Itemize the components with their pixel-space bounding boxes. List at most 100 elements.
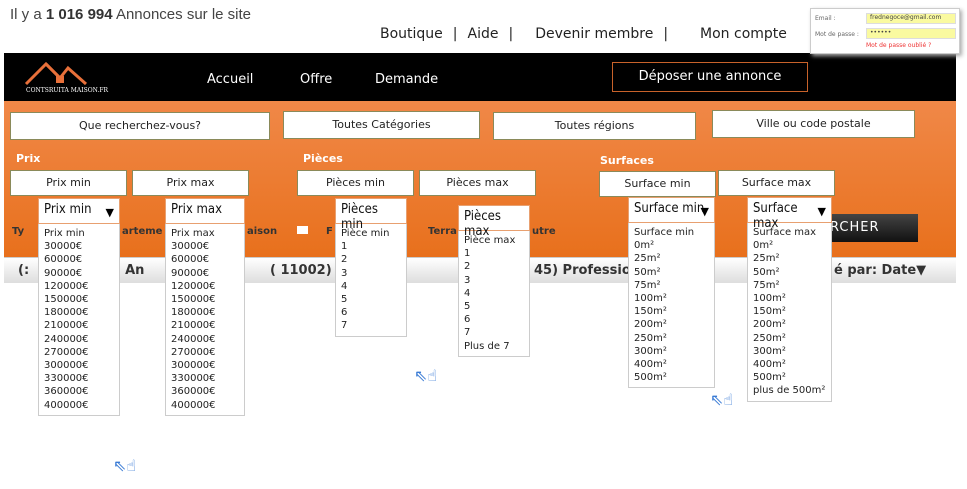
- dropdown-option[interactable]: 240000€: [171, 333, 216, 345]
- dropdown-option[interactable]: 120000€: [44, 280, 89, 292]
- dropdown-option[interactable]: 360000€: [44, 386, 89, 398]
- dropdown-option[interactable]: plus de 500m²: [753, 385, 826, 397]
- city-input[interactable]: Ville ou code postale: [712, 110, 915, 138]
- dropdown-option[interactable]: 75m²: [753, 279, 780, 291]
- dropdown-option[interactable]: 200m²: [634, 319, 667, 331]
- price-max-dropdown[interactable]: Prix max Prix max 30000€ 60000€ 90000€ 120000…: [165, 198, 245, 416]
- results-fragment[interactable]: (:: [18, 263, 30, 278]
- email-field[interactable]: frednegoce@gmail.com: [866, 13, 956, 24]
- dropdown-option[interactable]: 5: [341, 294, 348, 306]
- dropdown-option[interactable]: 180000€: [171, 307, 216, 319]
- dropdown-option[interactable]: 7: [464, 327, 471, 339]
- dropdown-option[interactable]: 0m²: [753, 240, 774, 252]
- dropdown-option[interactable]: Pièce min: [341, 228, 390, 239]
- type-option[interactable]: arteme: [122, 226, 163, 237]
- dropdown-option[interactable]: 50m²: [753, 266, 780, 278]
- dropdown-option[interactable]: 6: [464, 314, 471, 326]
- dropdown-option[interactable]: 270000€: [171, 346, 216, 358]
- dropdown-option[interactable]: 270000€: [44, 346, 89, 358]
- dropdown-option[interactable]: 500m²: [634, 372, 667, 384]
- rooms-max-dropdown[interactable]: Pièces max Pièce max 1 2 3 4 5 6 7 Plus de 7: [458, 205, 530, 357]
- nav-demande[interactable]: Demande: [375, 72, 439, 87]
- dropdown-selected[interactable]: Prix min: [38, 198, 120, 224]
- dropdown-option[interactable]: Prix min: [44, 228, 85, 239]
- link-aide[interactable]: Aide: [467, 26, 499, 42]
- dropdown-option[interactable]: 330000€: [44, 373, 89, 385]
- dropdown-option[interactable]: 50m²: [634, 266, 661, 278]
- dropdown-option[interactable]: 400000€: [171, 399, 216, 411]
- type-option[interactable]: F: [326, 226, 333, 237]
- dropdown-option[interactable]: 150000€: [171, 294, 216, 306]
- type-option[interactable]: aison: [247, 226, 278, 237]
- price-min-dropdown[interactable]: Prix min ▼ Prix min 30000€ 60000€ 90000€ 12000…: [38, 198, 120, 416]
- forgot-password-link[interactable]: Mot de passe oublié ?: [866, 42, 932, 49]
- dropdown-option[interactable]: 3: [464, 274, 471, 286]
- dropdown-option[interactable]: 330000€: [171, 373, 216, 385]
- type-option[interactable]: Terra: [428, 226, 457, 237]
- dropdown-option[interactable]: 1: [464, 248, 471, 260]
- dropdown-option[interactable]: 30000€: [171, 241, 210, 253]
- surface-min-box[interactable]: Surface min: [599, 171, 716, 197]
- dropdown-option[interactable]: 400000€: [44, 399, 89, 411]
- dropdown-option[interactable]: 400m²: [753, 359, 786, 371]
- category-select[interactable]: Toutes Catégories: [283, 111, 480, 139]
- sort-select[interactable]: é par: Date▼: [834, 263, 927, 278]
- dropdown-option[interactable]: 2: [464, 261, 471, 273]
- dropdown-option[interactable]: 100m²: [753, 293, 786, 305]
- dropdown-option[interactable]: 240000€: [44, 333, 89, 345]
- dropdown-option[interactable]: 150m²: [753, 306, 786, 318]
- dropdown-option[interactable]: 60000€: [44, 254, 83, 266]
- dropdown-selected[interactable]: Surface min: [628, 197, 715, 223]
- dropdown-option[interactable]: 360000€: [171, 386, 216, 398]
- dropdown-option[interactable]: 100m²: [634, 293, 667, 305]
- nav-accueil[interactable]: Accueil: [207, 72, 254, 87]
- dropdown-option[interactable]: 5: [464, 301, 471, 313]
- dropdown-option[interactable]: 6: [341, 307, 348, 319]
- dropdown-selected[interactable]: Pièces max: [458, 205, 530, 239]
- dropdown-option[interactable]: 7: [341, 320, 348, 332]
- dropdown-selected[interactable]: Pièces min: [335, 198, 407, 232]
- rooms-max-box[interactable]: Pièces max: [419, 170, 536, 196]
- dropdown-option[interactable]: 60000€: [171, 254, 210, 266]
- dropdown-option[interactable]: 400m²: [634, 359, 667, 371]
- dropdown-option[interactable]: 210000€: [171, 320, 216, 332]
- dropdown-option[interactable]: 2: [341, 254, 348, 266]
- price-min-box[interactable]: Prix min: [10, 170, 127, 196]
- password-field[interactable]: ••••••: [866, 28, 956, 39]
- dropdown-option[interactable]: 1: [341, 241, 348, 253]
- dropdown-option[interactable]: 30000€: [44, 241, 83, 253]
- surface-max-dropdown[interactable]: Surface max ▼ Surface max 0m² 25m² 50m² 75m² 10…: [747, 197, 832, 402]
- dropdown-option[interactable]: 4: [464, 287, 471, 299]
- dropdown-option[interactable]: 180000€: [44, 307, 89, 319]
- results-fragment[interactable]: 45) Professio: [534, 263, 631, 278]
- type-option[interactable]: utre: [532, 226, 556, 237]
- results-count[interactable]: ( 11002): [270, 263, 332, 278]
- dropdown-option[interactable]: 300000€: [44, 360, 89, 372]
- dropdown-option[interactable]: 120000€: [171, 280, 216, 292]
- dropdown-option[interactable]: 25m²: [753, 253, 780, 265]
- search-input[interactable]: Que recherchez-vous?: [10, 112, 270, 140]
- dropdown-option[interactable]: 0m²: [634, 240, 655, 252]
- dropdown-option[interactable]: 500m²: [753, 372, 786, 384]
- dropdown-option[interactable]: Plus de 7: [464, 340, 510, 352]
- link-devenir-membre[interactable]: Devenir membre: [535, 26, 654, 42]
- dropdown-option[interactable]: 200m²: [753, 319, 786, 331]
- dropdown-option[interactable]: 210000€: [44, 320, 89, 332]
- dropdown-option[interactable]: Surface max: [753, 227, 817, 238]
- deposit-ad-button[interactable]: Déposer une annonce: [612, 62, 808, 92]
- dropdown-option[interactable]: Prix max: [171, 228, 215, 239]
- price-max-box[interactable]: Prix max: [132, 170, 249, 196]
- dropdown-option[interactable]: 75m²: [634, 279, 661, 291]
- dropdown-option[interactable]: 4: [341, 280, 348, 292]
- dropdown-option[interactable]: Surface min: [634, 227, 695, 238]
- dropdown-option[interactable]: 90000€: [44, 267, 83, 279]
- dropdown-option[interactable]: 90000€: [171, 267, 210, 279]
- dropdown-option[interactable]: 250m²: [753, 332, 786, 344]
- dropdown-option[interactable]: 300m²: [634, 345, 667, 357]
- link-mon-compte[interactable]: Mon compte: [700, 26, 787, 42]
- surface-min-dropdown[interactable]: Surface min ▼ Surface min 0m² 25m² 50m² 75m² 10…: [628, 197, 715, 389]
- dropdown-option[interactable]: 300m²: [753, 345, 786, 357]
- dropdown-option[interactable]: 150m²: [634, 306, 667, 318]
- dropdown-option[interactable]: 3: [341, 267, 348, 279]
- type-checkbox[interactable]: [297, 226, 308, 234]
